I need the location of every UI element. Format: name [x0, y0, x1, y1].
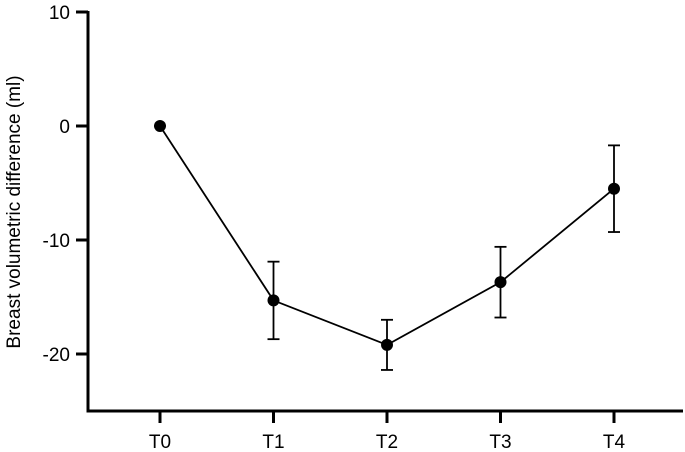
y-tick-label: -20 [43, 345, 70, 366]
data-point [494, 276, 507, 289]
y-tick-label: -10 [43, 231, 70, 252]
x-tick-label: T3 [489, 432, 511, 452]
plot-area [154, 120, 620, 371]
data-point [608, 182, 620, 195]
y-axis-title: Breast volumetric difference (ml) [4, 75, 25, 348]
x-tick-label: T1 [262, 432, 284, 452]
data-point [381, 338, 393, 351]
data-point [267, 294, 280, 307]
axes [86, 11, 683, 413]
data-point [154, 120, 166, 132]
x-axis-ticks: T0 T1 T2 T3 T4 [149, 411, 626, 452]
y-tick-label: 0 [59, 117, 70, 138]
x-tick-label: T2 [376, 432, 398, 452]
y-tick-label: 10 [49, 3, 70, 24]
y-axis-ticks: 10 0 -10 -20 [43, 3, 88, 366]
x-tick-label: T4 [603, 432, 626, 452]
series-line [159, 125, 615, 346]
x-tick-label: T0 [149, 432, 171, 452]
